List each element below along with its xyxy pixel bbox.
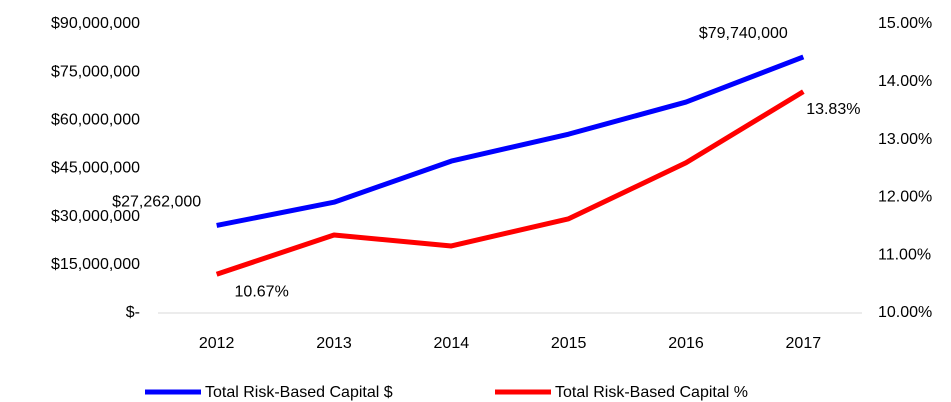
y2-tick-label: 13.00%: [878, 131, 932, 148]
x-tick-label: 2014: [434, 335, 470, 352]
y-tick-label: $-: [126, 304, 140, 321]
legend-label: Total Risk-Based Capital $: [205, 384, 393, 401]
x-tick-label: 2016: [668, 335, 704, 352]
y-tick-label: $75,000,000: [51, 63, 140, 80]
line-series: [216, 54, 805, 228]
y2-tick-label: 15.00%: [878, 15, 932, 32]
x-tick-label: 2013: [316, 335, 352, 352]
y2-tick-label: 11.00%: [878, 246, 931, 263]
x-tick-label: 2017: [786, 335, 822, 352]
y-tick-label: $45,000,000: [51, 160, 140, 177]
x-tick-label: 2012: [199, 335, 235, 352]
y2-tick-label: 12.00%: [878, 189, 932, 206]
data-label: $27,262,000: [112, 194, 201, 211]
y-tick-label: $15,000,000: [51, 256, 140, 273]
y-tick-label: $90,000,000: [51, 15, 140, 32]
y2-tick-label: 10.00%: [878, 304, 932, 321]
y-tick-label: $30,000,000: [51, 208, 140, 225]
y-tick-label: $60,000,000: [51, 112, 140, 129]
y2-tick-label: 14.00%: [878, 73, 932, 90]
data-label: 13.83%: [806, 101, 860, 118]
x-tick-label: 2015: [551, 335, 587, 352]
data-label: 10.67%: [235, 283, 289, 300]
data-label: $79,740,000: [699, 25, 788, 42]
line-series: [215, 89, 805, 277]
legend-label: Total Risk-Based Capital %: [555, 384, 748, 401]
